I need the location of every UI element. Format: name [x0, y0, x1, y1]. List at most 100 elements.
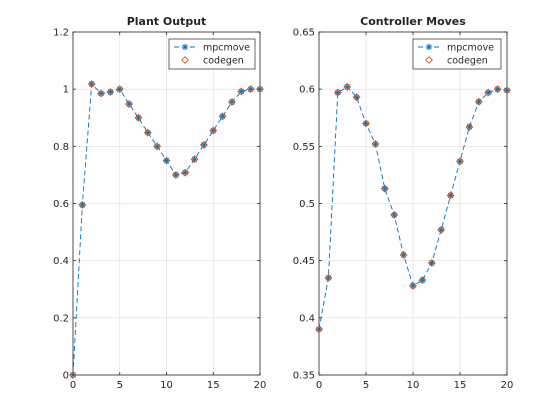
data-point-diamond	[181, 168, 190, 177]
legend-label: codegen	[447, 56, 488, 67]
legend-marker-star	[181, 43, 189, 51]
data-point-diamond	[209, 126, 218, 135]
legend-box	[168, 38, 256, 70]
x-tick-label: 20	[254, 380, 267, 391]
data-point-diamond	[315, 325, 323, 334]
data-point-star	[428, 259, 435, 267]
data-point-diamond	[333, 88, 342, 97]
data-point-star	[125, 100, 133, 108]
data-point-diamond	[115, 85, 124, 94]
data-point-diamond	[162, 156, 171, 165]
data-point-diamond	[493, 85, 502, 94]
data-point-star	[228, 98, 236, 106]
data-point-diamond	[503, 86, 511, 95]
data-point-diamond	[456, 157, 464, 166]
y-tick-label: 0.55	[293, 142, 315, 153]
y-tick-label: 0.4	[53, 256, 69, 267]
data-point-star	[238, 88, 245, 95]
data-point-star	[116, 85, 123, 93]
x-tick-label: 20	[501, 380, 514, 391]
y-tick-label: 0.5	[299, 199, 315, 210]
legend: mpcmove codegen	[168, 38, 256, 70]
data-point-star	[200, 141, 208, 149]
series-codegen	[315, 82, 511, 334]
data-point-star	[107, 88, 114, 96]
data-point-star	[69, 371, 77, 379]
data-point-star	[353, 93, 360, 101]
data-point-diamond	[97, 89, 105, 98]
x-tick-label: 5	[117, 380, 123, 391]
data-point-diamond	[465, 122, 474, 131]
data-point-diamond	[78, 200, 87, 209]
x-tick-label: 0	[70, 380, 76, 391]
data-point-diamond	[87, 80, 96, 88]
legend-label: mpcmove	[203, 43, 250, 54]
axes-frame	[318, 31, 508, 376]
data-point-diamond	[484, 88, 493, 97]
legend-marker-star	[425, 43, 433, 51]
data-point-diamond	[199, 140, 208, 149]
data-point-diamond	[171, 170, 180, 179]
data-point-diamond	[256, 85, 264, 94]
data-point-diamond	[362, 119, 370, 128]
y-tick-label: 0.45	[293, 256, 315, 267]
data-point-star	[163, 157, 170, 164]
data-point-star	[344, 83, 351, 91]
data-point-star	[372, 140, 379, 148]
data-point-diamond	[69, 371, 77, 379]
data-point-star	[362, 120, 370, 127]
data-point-star	[456, 157, 464, 165]
y-tick-label: 0.2	[53, 313, 69, 324]
x-tick-label: 5	[363, 380, 369, 391]
data-point-star	[409, 282, 417, 290]
chart-0: 0 5 10 15 20 0 0.2 0.4 0.6 0.8 1 1.2 Plant Output mpc…	[53, 15, 266, 391]
data-point-star	[172, 171, 180, 179]
data-point-star	[419, 276, 426, 284]
data-point-star	[503, 87, 511, 94]
data-point-diamond	[134, 113, 143, 122]
data-point-star	[182, 169, 189, 176]
axes-frame	[72, 31, 261, 376]
x-tick-label: 15	[207, 380, 220, 391]
data-point-diamond	[427, 259, 436, 267]
data-point-diamond	[380, 184, 389, 193]
data-point-star	[466, 123, 473, 131]
data-point-diamond	[125, 100, 134, 108]
legend: mpcmove codegen	[412, 38, 502, 70]
data-point-diamond	[228, 98, 236, 106]
data-point-star	[153, 143, 161, 150]
data-point-diamond	[352, 93, 361, 102]
data-point-star	[135, 114, 142, 121]
data-point-star	[256, 85, 264, 93]
data-point-star	[219, 113, 226, 120]
data-point-diamond	[399, 251, 408, 259]
data-point-diamond	[153, 142, 162, 151]
data-point-diamond	[390, 210, 399, 219]
chart-title: Controller Moves	[360, 15, 466, 28]
data-point-star	[475, 98, 482, 105]
data-point-diamond	[218, 112, 227, 121]
y-tick-label: 0.35	[293, 371, 315, 382]
data-point-star	[315, 326, 323, 333]
data-point-diamond	[143, 128, 152, 137]
star-stroke-d2	[426, 44, 432, 50]
data-point-diamond	[446, 191, 455, 200]
chart-title: Plant Output	[127, 15, 207, 28]
y-tick-label: 0.8	[53, 142, 69, 153]
x-tick-label: 10	[407, 380, 420, 391]
data-point-star	[334, 89, 341, 96]
series-codegen	[69, 80, 264, 379]
data-point-star	[247, 85, 254, 93]
data-point-diamond	[324, 273, 333, 282]
data-point-diamond	[190, 155, 199, 164]
legend-box	[412, 38, 502, 70]
data-point-diamond	[106, 88, 115, 96]
x-tick-label: 0	[316, 380, 322, 391]
charts-group: 0 5 10 15 20 0 0.2 0.4 0.6 0.8 1 1.2 Plant Output mpc…	[53, 15, 513, 391]
chart-1: 0 5 10 15 20 0.35 0.4 0.45 0.5 0.55 0.6 0.65 Control…	[293, 15, 514, 391]
data-point-star	[325, 274, 332, 282]
data-point-diamond	[418, 276, 427, 285]
y-tick-label: 0.6	[53, 199, 69, 210]
data-point-diamond	[343, 82, 352, 91]
